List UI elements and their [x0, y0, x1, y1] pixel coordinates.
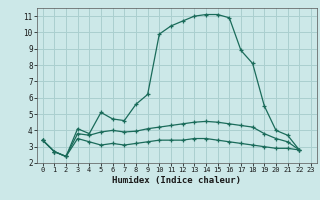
X-axis label: Humidex (Indice chaleur): Humidex (Indice chaleur): [112, 176, 241, 185]
